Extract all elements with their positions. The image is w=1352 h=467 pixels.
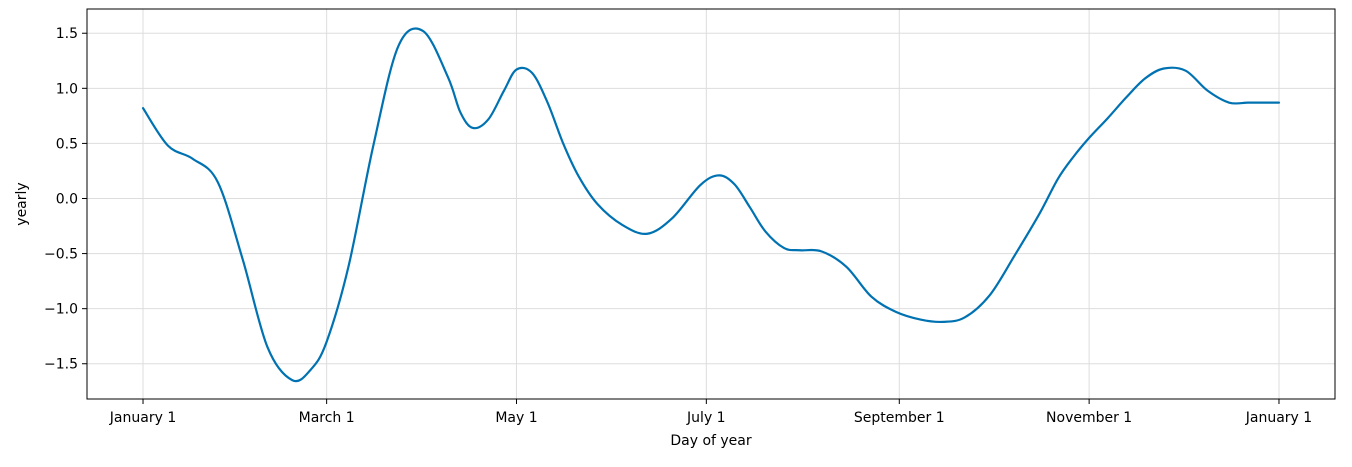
y-tick-label: 0.0: [56, 191, 78, 207]
yearly-series-line: [141, 27, 1281, 383]
x-tick-label: May 1: [495, 410, 537, 426]
x-tick-label: November 1: [1046, 410, 1132, 426]
x-tick-label: September 1: [854, 410, 945, 426]
y-axis-label: yearly: [14, 182, 30, 225]
y-tick-label: −0.5: [44, 247, 78, 263]
y-tick-label: 1.5: [56, 26, 78, 42]
grid-layer: [87, 9, 1335, 399]
y-tick-label: 1.0: [56, 81, 78, 97]
plot-layer: [141, 27, 1281, 383]
y-tick-label: 0.5: [56, 136, 78, 152]
x-tick-label: January 1: [1245, 410, 1312, 426]
x-tick-label: January 1: [109, 410, 176, 426]
x-axis-label: Day of year: [670, 433, 752, 449]
y-tick-label: −1.0: [44, 302, 78, 318]
x-tick-label: July 1: [686, 410, 726, 426]
x-tick-label: March 1: [299, 410, 355, 426]
axis-layer: January 1 March 1 May 1 July 1 September 1 No…: [44, 26, 1312, 426]
y-tick-label: −1.5: [44, 357, 78, 373]
plot-frame: [86, 8, 1336, 400]
